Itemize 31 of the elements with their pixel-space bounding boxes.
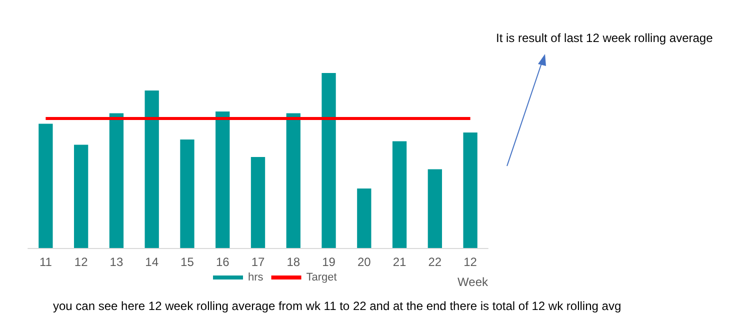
x-tick-label: 21 — [392, 255, 407, 269]
x-tick-label: 22 — [428, 255, 442, 269]
bar — [286, 113, 300, 248]
x-tick-label: 12 — [74, 255, 88, 269]
bar — [38, 124, 53, 248]
bar — [216, 112, 230, 248]
text: you can see here 12 week rolling average from wk 11 to 22 and at the end there is total of 12 wk rolling avg — [53, 299, 622, 313]
bar — [109, 113, 124, 248]
x-tick-label: 15 — [180, 255, 194, 269]
text: It is result of last 12 week rolling average — [496, 31, 714, 45]
bar — [144, 90, 159, 248]
x-tick-label: 19 — [322, 255, 336, 269]
bar — [74, 144, 88, 248]
x-tick-label: 16 — [216, 255, 230, 269]
bar — [180, 140, 194, 248]
x-tick-label: 17 — [251, 255, 265, 269]
x-tick-label: 20 — [357, 255, 372, 269]
x-tick-label: 18 — [286, 255, 300, 269]
x-tick-label: 12 — [464, 255, 478, 269]
bar — [357, 188, 372, 248]
x-tick-label: 14 — [145, 255, 159, 269]
legend-label: Target — [306, 272, 337, 284]
x-tick-label: 13 — [110, 255, 124, 269]
bar — [463, 132, 478, 248]
bar — [392, 141, 407, 248]
x-axis-title: Week — [458, 275, 489, 289]
bar — [250, 157, 266, 248]
bar — [428, 169, 442, 248]
bar — [322, 73, 336, 248]
x-tick-label: 11 — [39, 255, 52, 269]
legend-label: hrs — [248, 272, 264, 284]
